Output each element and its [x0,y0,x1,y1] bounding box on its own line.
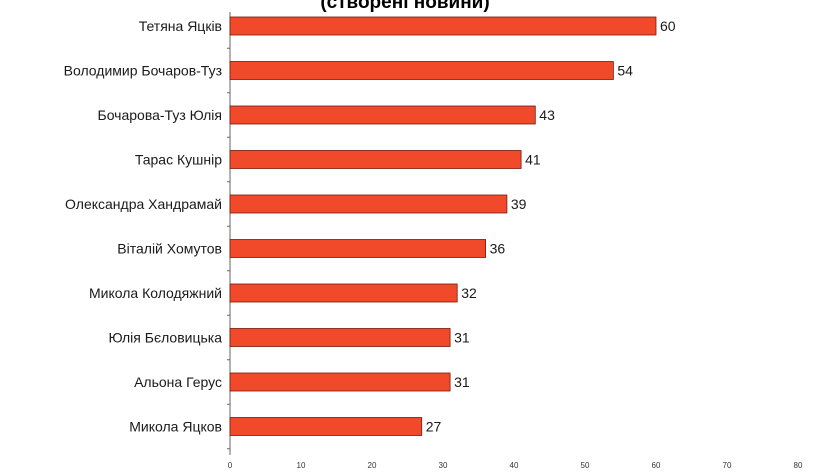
bar-3 [229,150,522,169]
x-ticks-group: 0 10 20 30 40 50 60 70 80 [228,461,803,470]
category-label-3: Тарас Кушнір [135,152,222,168]
bar-5 [229,239,487,258]
category-label-4: Олександра Хандрамай [65,196,222,212]
value-label-7: 31 [454,330,470,346]
category-label-2: Бочарова-Туз Юлія [98,107,223,123]
x-tick-label-1: 10 [297,461,306,470]
value-label-9: 27 [426,419,442,435]
bar-6 [229,283,458,303]
category-label-1: Володимир Бочаров-Туз [64,63,222,79]
category-label-9: Микола Яцков [129,419,222,435]
bar-9 [229,417,423,436]
category-label-8: Альона Герус [134,374,222,390]
x-tick-label-5: 50 [581,461,590,470]
value-label-5: 36 [490,241,506,257]
bar-4 [229,194,508,214]
category-label-6: Микола Колодяжний [89,285,222,301]
value-label-3: 41 [525,152,541,168]
bar-7 [229,328,451,347]
x-tick-label-6: 60 [652,461,661,470]
x-tick-label-2: 20 [368,461,377,470]
category-label-5: Віталій Хомутов [117,241,222,257]
value-label-1: 54 [617,63,633,79]
value-label-4: 39 [511,196,527,212]
x-tick-label-8: 80 [794,461,803,470]
category-label-7: Юлія Бєловицька [109,330,223,346]
value-label-0: 60 [660,18,676,34]
x-tick-label-7: 70 [723,461,732,470]
x-tick-label-4: 40 [510,461,519,470]
chart-title: (створені новини) [320,0,489,13]
category-label-0: Тетяна Яцків [139,18,222,34]
bar-0 [229,16,657,36]
bars-group: Тетяна Яцків 60 Володимир Бочаров-Туз 54 Боч… [64,16,676,450]
bar-8 [229,372,451,392]
bar-1 [229,61,614,80]
x-tick-label-0: 0 [228,461,233,470]
value-label-6: 32 [461,285,477,301]
value-label-2: 43 [539,107,555,123]
bar-2 [229,105,536,125]
x-tick-label-3: 30 [439,461,448,470]
value-label-8: 31 [454,374,470,390]
